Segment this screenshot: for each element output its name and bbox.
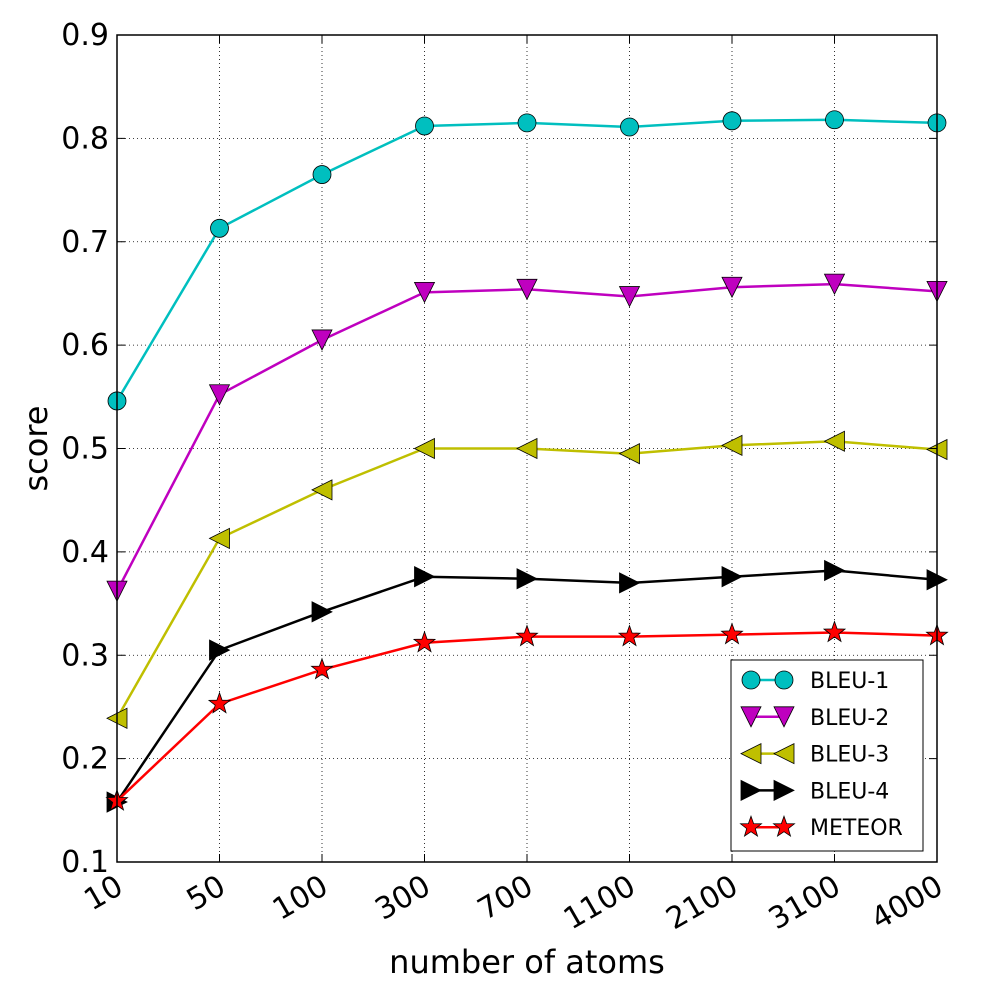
legend-marker xyxy=(773,706,795,728)
grid xyxy=(117,35,937,862)
y-tick-label: 0.7 xyxy=(61,225,109,260)
data-point xyxy=(517,113,537,133)
data-point xyxy=(619,572,641,594)
data-point xyxy=(207,691,232,714)
data-point xyxy=(208,384,231,406)
data-point xyxy=(823,430,845,452)
series-line xyxy=(115,118,938,402)
data-point xyxy=(824,559,846,582)
data-point xyxy=(722,111,742,131)
legend-item: BLEU-3 xyxy=(740,742,889,768)
x-tick-label: 100 xyxy=(267,869,334,928)
data-point xyxy=(822,620,847,643)
data-point xyxy=(311,479,333,501)
data-point xyxy=(516,278,538,301)
data-point xyxy=(413,437,435,460)
legend-marker xyxy=(773,742,795,765)
data-point xyxy=(516,437,538,460)
legend-marker xyxy=(740,706,762,728)
legend-marker xyxy=(740,779,762,802)
data-point xyxy=(620,117,639,137)
x-tick-label: 1100 xyxy=(558,869,642,937)
data-point xyxy=(414,566,436,588)
legend-marker xyxy=(741,670,761,690)
series-layer xyxy=(105,110,949,813)
data-point xyxy=(617,624,642,647)
data-point xyxy=(618,443,640,465)
data-point xyxy=(413,282,436,304)
x-tick-label: 300 xyxy=(369,869,436,928)
data-point xyxy=(720,622,744,645)
data-point xyxy=(209,639,231,661)
series-bleu-1 xyxy=(107,110,947,411)
x-tick-label: 700 xyxy=(472,869,539,928)
legend-label: BLEU-3 xyxy=(810,743,889,768)
data-point xyxy=(721,276,743,299)
legend-marker xyxy=(739,814,763,838)
y-tick-label: 0.6 xyxy=(61,328,109,363)
data-point xyxy=(412,630,437,653)
legend-label: BLEU-1 xyxy=(810,669,889,694)
x-axis-label: number of atoms xyxy=(389,943,665,981)
legend-marker xyxy=(740,742,762,765)
data-point xyxy=(210,218,229,238)
y-axis-label: score xyxy=(17,406,55,492)
data-point xyxy=(311,601,333,623)
legend-label: BLEU-4 xyxy=(810,779,889,804)
data-point xyxy=(721,566,743,588)
y-tick-label: 0.9 xyxy=(61,18,109,53)
x-tick-label: 4000 xyxy=(865,869,949,937)
legend: BLEU-1 BLEU-2 BLEU-3 BLEU-4 METEOR xyxy=(730,659,924,852)
data-point xyxy=(312,165,332,184)
x-tick-label: 2100 xyxy=(660,869,744,937)
data-point xyxy=(721,434,743,457)
y-tick-label: 0.2 xyxy=(61,742,109,777)
data-point xyxy=(823,273,846,296)
data-point xyxy=(516,568,538,590)
y-tick-label: 0.4 xyxy=(61,535,109,570)
legend-label: METEOR xyxy=(810,816,903,841)
legend-item: BLEU-4 xyxy=(740,779,889,804)
data-point xyxy=(618,286,641,308)
y-tick-label: 0.3 xyxy=(61,638,109,673)
data-point xyxy=(310,657,334,680)
y-tick-label: 0.1 xyxy=(61,845,109,880)
x-tick-label: 3100 xyxy=(763,869,847,937)
legend-marker xyxy=(773,779,795,802)
data-point xyxy=(415,116,434,136)
y-tick-label: 0.8 xyxy=(61,121,109,156)
legend-label: BLEU-2 xyxy=(810,706,889,731)
legend-item: BLEU-1 xyxy=(741,669,889,694)
data-point xyxy=(825,110,844,130)
legend-box xyxy=(730,659,924,852)
legend-item: METEOR xyxy=(739,814,903,841)
x-tick-label: 50 xyxy=(181,869,232,918)
y-tick-label: 0.5 xyxy=(61,432,109,467)
data-point xyxy=(311,329,333,351)
data-point xyxy=(208,527,230,550)
legend-marker xyxy=(774,670,794,690)
series-line xyxy=(115,282,938,592)
data-point xyxy=(515,624,539,647)
legend-item: BLEU-2 xyxy=(740,706,889,731)
legend-marker xyxy=(772,814,796,838)
